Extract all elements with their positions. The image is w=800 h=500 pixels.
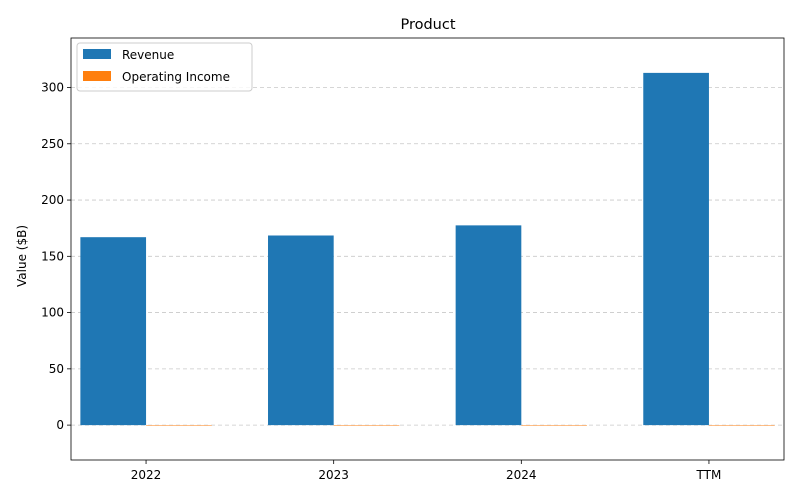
chart-title: Product [400, 17, 455, 33]
x-tick-label: 2024 [506, 468, 537, 482]
bar-revenue-2024 [455, 225, 522, 426]
legend-label-operating-income: Operating Income [122, 70, 230, 84]
legend-box [76, 42, 253, 92]
bar-revenue-2023 [268, 235, 334, 426]
axes: 0 50 100 150 200 250 300 2022 2023 2024 TTM [41, 37, 785, 482]
legend: Revenue Operating Income [76, 42, 253, 92]
x-tick-label: TTM [696, 468, 722, 482]
legend-label-revenue: Revenue [122, 48, 174, 62]
y-tick-label: 300 [41, 81, 64, 95]
plot-frame [70, 37, 785, 461]
x-tick-label: 2023 [318, 468, 349, 482]
y-tick-label: 0 [56, 418, 64, 432]
bars [80, 72, 775, 426]
legend-swatch-revenue [83, 49, 111, 59]
bar-operating-income-2024 [521, 425, 587, 426]
y-tick-label: 50 [49, 362, 64, 376]
y-tick-label: 250 [41, 137, 64, 151]
y-tick-label: 100 [41, 306, 64, 320]
y-tick-label: 200 [41, 193, 64, 207]
x-tick-label: 2022 [131, 468, 162, 482]
bar-revenue-ttm [643, 72, 709, 426]
bar-operating-income-2023 [333, 425, 400, 426]
bar-operating-income-2022 [146, 425, 212, 426]
bar-operating-income-ttm [708, 425, 775, 426]
y-axis-label: Value ($B) [15, 225, 29, 287]
legend-swatch-operating-income [83, 71, 111, 81]
bar-revenue-2022 [80, 237, 147, 426]
y-tick-label: 150 [41, 249, 64, 263]
